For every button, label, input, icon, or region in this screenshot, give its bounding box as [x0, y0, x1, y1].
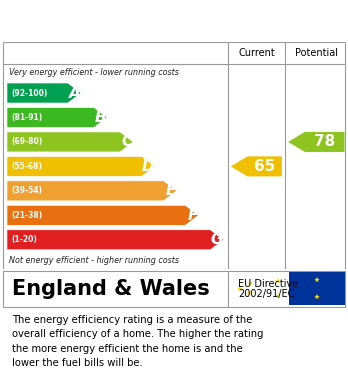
Text: 78: 78 — [314, 135, 335, 149]
Text: (1-20): (1-20) — [11, 235, 37, 244]
Text: Current: Current — [238, 48, 275, 58]
Text: 2002/91/EC: 2002/91/EC — [238, 289, 295, 300]
Text: (81-91): (81-91) — [11, 113, 42, 122]
Text: (39-54): (39-54) — [11, 187, 42, 196]
Text: B: B — [95, 110, 106, 125]
FancyBboxPatch shape — [289, 272, 345, 305]
Text: (69-80): (69-80) — [11, 137, 42, 147]
Text: EU Directive: EU Directive — [238, 279, 299, 289]
Text: The energy efficiency rating is a measure of the
overall efficiency of a home. T: The energy efficiency rating is a measur… — [12, 315, 264, 368]
Text: F: F — [188, 208, 198, 223]
Polygon shape — [7, 230, 223, 250]
Text: G: G — [210, 232, 223, 247]
Polygon shape — [7, 83, 81, 103]
Text: 65: 65 — [254, 159, 275, 174]
Text: (21-38): (21-38) — [11, 211, 42, 220]
Text: Potential: Potential — [295, 48, 338, 58]
Polygon shape — [7, 205, 198, 225]
Text: England & Wales: England & Wales — [12, 278, 210, 299]
Text: C: C — [121, 135, 133, 149]
Text: Very energy efficient - lower running costs: Very energy efficient - lower running co… — [9, 68, 179, 77]
Polygon shape — [7, 132, 133, 152]
Text: Energy Efficiency Rating: Energy Efficiency Rating — [9, 12, 249, 30]
Text: (55-68): (55-68) — [11, 162, 42, 171]
Text: A: A — [69, 86, 80, 100]
Polygon shape — [7, 156, 155, 176]
Polygon shape — [231, 156, 282, 176]
Polygon shape — [7, 108, 107, 127]
Text: (92-100): (92-100) — [11, 88, 48, 97]
Text: E: E — [166, 183, 176, 198]
Polygon shape — [7, 181, 177, 201]
Polygon shape — [288, 132, 345, 152]
Text: D: D — [142, 159, 154, 174]
Text: Not energy efficient - higher running costs: Not energy efficient - higher running co… — [9, 256, 179, 265]
